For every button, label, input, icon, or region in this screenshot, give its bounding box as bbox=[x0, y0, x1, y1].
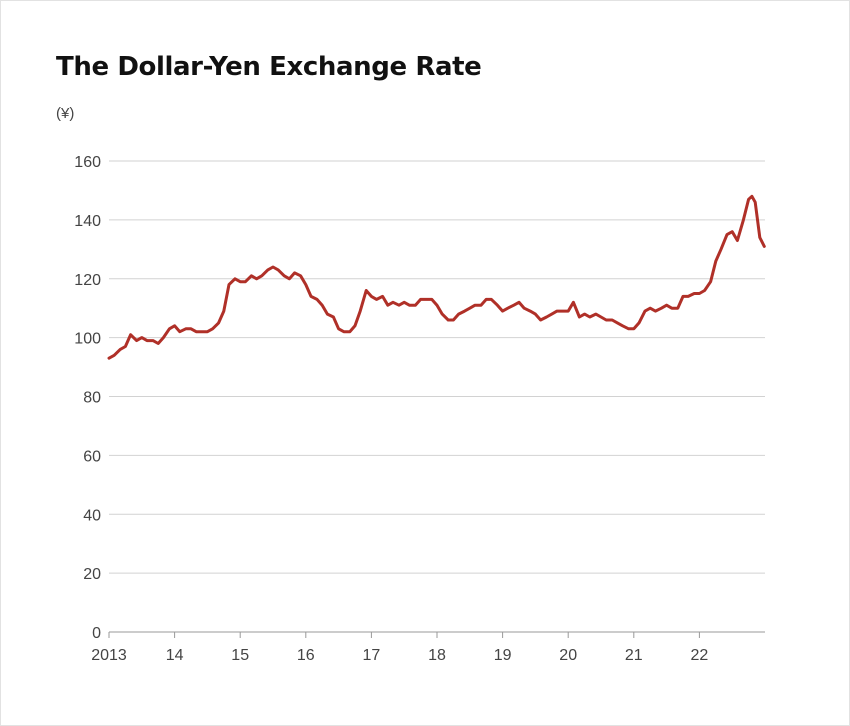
x-tick-label: 2013 bbox=[91, 647, 127, 664]
x-tick-label: 21 bbox=[625, 647, 643, 664]
y-tick-label: 60 bbox=[83, 448, 101, 465]
y-tick-label: 0 bbox=[92, 625, 101, 642]
x-tick-label: 16 bbox=[297, 647, 315, 664]
series-layer bbox=[107, 194, 766, 360]
y-tick-label: 100 bbox=[74, 331, 101, 348]
y-tick-label: 20 bbox=[83, 566, 101, 583]
y-tick-label: 40 bbox=[83, 507, 101, 524]
series-line-usd-jpy bbox=[107, 194, 766, 360]
gridlines bbox=[109, 160, 765, 574]
x-tick-label: 14 bbox=[166, 647, 184, 664]
x-tick-label: 19 bbox=[494, 647, 512, 664]
x-tick-label: 22 bbox=[691, 647, 709, 664]
x-tick-label: 15 bbox=[231, 647, 249, 664]
x-tick-label: 18 bbox=[428, 647, 446, 664]
y-axis-unit-label: (¥) bbox=[56, 105, 75, 122]
y-tick-label: 160 bbox=[74, 154, 101, 171]
x-tick-label: 17 bbox=[363, 647, 381, 664]
x-axis-ticks: 2013 14 15 16 17 18 19 20 21 22 bbox=[91, 632, 708, 664]
y-tick-label: 120 bbox=[74, 272, 101, 289]
y-tick-label: 140 bbox=[74, 213, 101, 230]
chart-title: The Dollar-Yen Exchange Rate bbox=[56, 52, 482, 82]
y-tick-label: 80 bbox=[83, 390, 101, 407]
y-axis-ticks: 0 20 40 60 80 100 120 140 160 bbox=[74, 154, 101, 642]
x-tick-label: 20 bbox=[559, 647, 577, 664]
